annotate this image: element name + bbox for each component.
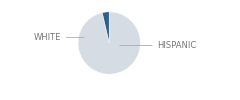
Text: WHITE: WHITE <box>33 33 84 42</box>
Wedge shape <box>78 12 140 74</box>
Text: HISPANIC: HISPANIC <box>120 41 197 50</box>
Wedge shape <box>102 12 109 43</box>
